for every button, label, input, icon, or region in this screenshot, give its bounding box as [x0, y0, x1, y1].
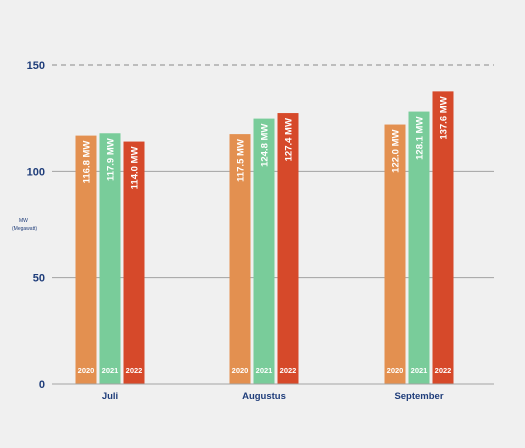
bar: [384, 124, 406, 385]
bar-value-label: 128.1 MW: [415, 117, 426, 160]
bar-value-label: 114.0 MW: [130, 147, 141, 190]
bar: [99, 133, 121, 384]
y-tick-label: 150: [27, 60, 45, 72]
x-category-label: Juli: [102, 391, 118, 402]
axes: 0 50 100 150 Juli Augustus September: [27, 60, 494, 402]
y-tick-label: 50: [33, 273, 45, 285]
bar: [432, 91, 454, 384]
bar-value-label: 137.6 MW: [439, 96, 450, 139]
bar-year-label: 2020: [78, 366, 95, 375]
bar: [277, 113, 299, 384]
bars: 116.8 MW 2020 117.9 MW 2021 114.0 MW 2022 117.…: [75, 91, 454, 385]
bar-value-label: 127.4 MW: [284, 118, 295, 161]
bar-value-label: 116.8 MW: [82, 141, 93, 184]
y-axis-label-sub: (Megawatt): [12, 226, 37, 232]
bar-year-label: 2022: [280, 366, 297, 375]
bar-year-label: 2021: [411, 366, 428, 375]
bar-value-label: 122.0 MW: [391, 130, 402, 173]
bar: [75, 135, 97, 384]
y-tick-label: 100: [27, 166, 45, 178]
bar-value-label: 124.8 MW: [260, 124, 271, 167]
bar-year-label: 2021: [256, 366, 273, 375]
bar: [253, 118, 275, 384]
bar: [123, 141, 145, 384]
y-tick-label: 0: [39, 379, 45, 391]
bar-value-label: 117.5 MW: [236, 139, 247, 182]
x-category-label: Augustus: [242, 391, 286, 402]
bar: [408, 111, 430, 384]
x-category-label: September: [394, 391, 443, 402]
bar: [229, 134, 251, 384]
bar-year-label: 2021: [102, 366, 119, 375]
bar-year-label: 2020: [387, 366, 404, 375]
bar-year-label: 2020: [232, 366, 249, 375]
y-axis-label: MW: [19, 218, 28, 224]
bar-year-label: 2022: [435, 366, 452, 375]
bar-value-label: 117.9 MW: [106, 138, 117, 181]
bar-year-label: 2022: [126, 366, 143, 375]
